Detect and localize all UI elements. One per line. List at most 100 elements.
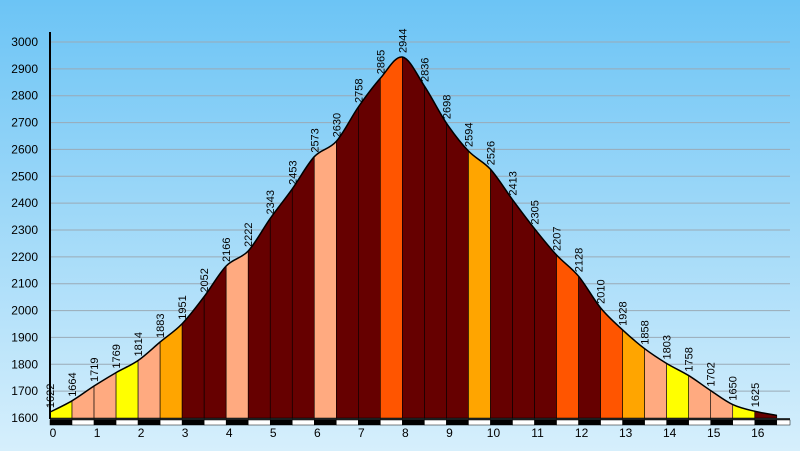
- scale-bar-block: [137, 419, 161, 426]
- elevation-label: 1814: [133, 332, 145, 356]
- x-tick-label: 15: [707, 426, 721, 440]
- scale-bar-block: [225, 419, 249, 426]
- elevation-label: 1650: [728, 376, 740, 400]
- scale-bar-block: [688, 419, 711, 426]
- elevation-label: 1758: [684, 347, 696, 371]
- elevation-segment: [490, 168, 513, 419]
- elevation-segment: [556, 254, 579, 419]
- x-tick-label: 14: [663, 426, 677, 440]
- elevation-segment: [402, 56, 425, 419]
- elevation-segment: [225, 250, 249, 419]
- x-tick-label: 13: [619, 426, 633, 440]
- elevation-label: 2052: [199, 268, 211, 292]
- scale-bar-block: [754, 419, 778, 426]
- scale-bar-block: [600, 419, 623, 426]
- x-tick-label: 8: [402, 426, 409, 440]
- elevation-label: 2630: [331, 113, 343, 137]
- x-tick-label: 11: [531, 426, 544, 440]
- scale-bar-block: [247, 419, 271, 426]
- elevation-label: 1702: [706, 362, 718, 386]
- elevation-label: 2305: [530, 200, 542, 224]
- elevation-label: 1664: [67, 372, 79, 396]
- elevation-data-labels: 1622 1664 1719 1769 1814 1883 1951 2052 2166 2222…: [45, 29, 762, 409]
- y-tick-label: 3000: [11, 35, 38, 49]
- scale-bar-block: [314, 419, 337, 426]
- elevation-label: 1622: [45, 384, 57, 408]
- elevation-label: 2343: [265, 190, 277, 214]
- y-tick-label: 2800: [11, 89, 38, 103]
- x-tick-label: 7: [358, 426, 365, 440]
- y-tick-label: 1600: [11, 411, 38, 425]
- scale-bar-block: [666, 419, 689, 426]
- x-tick-label: 4: [226, 426, 233, 440]
- y-tick-label: 2500: [11, 169, 38, 183]
- elevation-label: 2865: [375, 50, 387, 74]
- y-tick-label: 1800: [11, 357, 38, 371]
- y-tick-label: 2200: [11, 250, 38, 264]
- x-tick-label: 5: [270, 426, 277, 440]
- elevation-label: 2836: [419, 58, 431, 82]
- elevation-segment: [512, 198, 535, 419]
- y-tick-label: 2900: [11, 62, 38, 76]
- x-tick-label: 9: [446, 426, 453, 440]
- y-tick-label: 1900: [11, 330, 38, 344]
- elevation-segment: [468, 150, 491, 419]
- scale-bar-block: [93, 419, 117, 426]
- scale-bar-block: [203, 419, 227, 426]
- elevation-label: 2526: [485, 141, 497, 165]
- scale-bar-block: [490, 419, 513, 426]
- x-tick-label: 1: [94, 426, 101, 440]
- elevation-label: 2573: [309, 128, 321, 152]
- elevation-segments: [49, 56, 778, 419]
- scale-bar-block: [115, 419, 139, 426]
- scale-bar-block: [292, 419, 315, 426]
- y-tick-label: 2400: [11, 196, 38, 210]
- elevation-label: 2698: [441, 95, 453, 119]
- elevation-label: 1625: [750, 383, 762, 407]
- elevation-label: 2166: [221, 238, 233, 262]
- scale-bar-block: [336, 419, 359, 426]
- elevation-segment: [291, 155, 315, 419]
- x-tick-label: 12: [575, 426, 589, 440]
- scale-bar-block: [468, 419, 491, 426]
- scale-bar-block: [402, 419, 425, 426]
- y-tick-label: 2000: [11, 304, 38, 318]
- scale-bar-block: [776, 419, 791, 426]
- scale-bar-block: [710, 419, 733, 426]
- elevation-segment: [446, 122, 469, 419]
- scale-bar-block: [534, 419, 557, 426]
- elevation-segment: [269, 187, 293, 419]
- elevation-label: 2944: [397, 29, 409, 53]
- elevation-label: 1928: [618, 301, 630, 325]
- elevation-label: 1858: [640, 320, 652, 344]
- elevation-label: 1769: [111, 344, 123, 368]
- elevation-label: 2207: [552, 226, 564, 250]
- elevation-label: 2453: [287, 160, 299, 184]
- elevation-segment: [534, 227, 557, 419]
- y-tick-label: 2600: [11, 142, 38, 156]
- elevation-segment: [313, 140, 337, 419]
- elevation-label: 1883: [155, 314, 167, 338]
- x-tick-label: 6: [314, 426, 321, 440]
- y-tick-label: 2300: [11, 223, 38, 237]
- y-tick-label: 1700: [11, 384, 38, 398]
- x-tick-label: 2: [138, 426, 145, 440]
- scale-bar-block: [380, 419, 403, 426]
- x-tick-label: 3: [182, 426, 189, 440]
- scale-bar-block: [512, 419, 535, 426]
- scale-bar-block: [732, 419, 756, 426]
- x-tick-label: 0: [50, 426, 57, 440]
- elevation-label: 1951: [177, 295, 189, 319]
- scale-bar-block: [578, 419, 601, 426]
- scale-bar-block: [424, 419, 447, 426]
- elevation-segment: [358, 77, 381, 419]
- elevation-segment: [424, 85, 447, 419]
- scale-bar-block: [49, 419, 73, 426]
- scale-bar-block: [446, 419, 469, 426]
- scale-bar-block: [644, 419, 667, 426]
- elevation-label: 2128: [574, 248, 586, 272]
- y-axis-tick-labels: 1600 1700 1800 1900 2000 2100 2200 2300 2400 2500…: [11, 35, 38, 425]
- elevation-label: 1719: [89, 358, 101, 382]
- elevation-label: 2010: [596, 279, 608, 303]
